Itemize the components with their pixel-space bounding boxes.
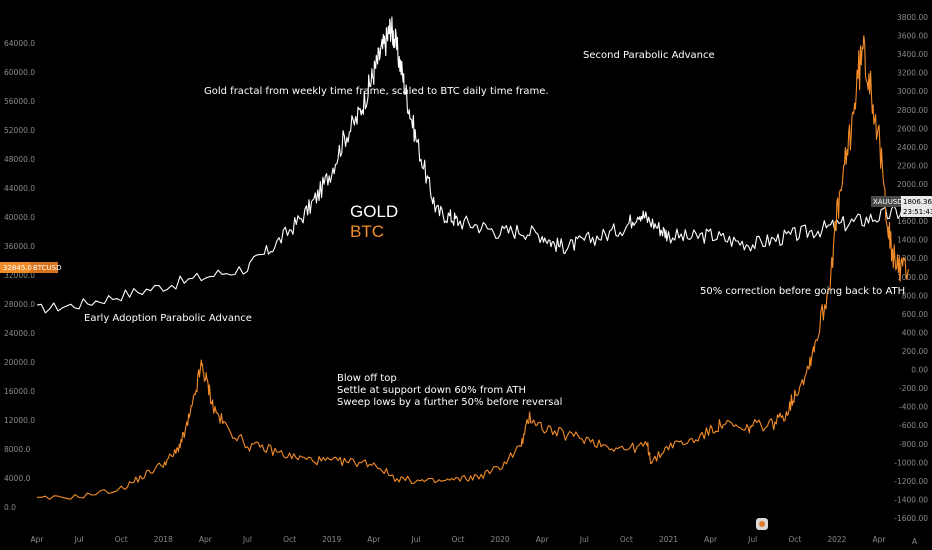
x-axis-tick-label: Apr xyxy=(536,535,550,544)
series-line-gold xyxy=(36,16,932,314)
right-axis-tick-label: 600.00 xyxy=(902,310,928,319)
annotation-early-adoption: Early Adoption Parabolic Advance xyxy=(84,313,252,324)
annotation-second-parabolic: Second Parabolic Advance xyxy=(583,50,715,61)
x-axis-tick-label: 2022 xyxy=(827,535,846,544)
gold-ticker-label: XAUUSD xyxy=(873,198,903,206)
gold-price-value: 1806.36 xyxy=(903,198,932,206)
right-axis-tick-label: -1000.00 xyxy=(894,458,928,467)
right-axis-tick-label: 2200.00 xyxy=(897,161,928,170)
right-axis-tick-label: 200.00 xyxy=(902,347,928,356)
x-axis-tick-label: 2020 xyxy=(491,535,510,544)
left-axis-tick-label: 8000.0 xyxy=(4,445,30,454)
right-axis-tick-label: -800.00 xyxy=(899,440,928,449)
x-axis-tick-label: Apr xyxy=(367,535,381,544)
time-axis[interactable]: Apr Jul Oct 2018 Apr Jul Oct 2019 Apr Jul Oct 2020 A… xyxy=(31,535,887,544)
right-axis-tick-label: 3200.00 xyxy=(897,69,928,78)
x-axis-tick-label: Jul xyxy=(747,535,757,544)
btc-price-label: BTCUSD xyxy=(33,264,62,272)
series-line-btc xyxy=(37,35,910,500)
left-axis-tick-label: 64000.0 xyxy=(4,39,35,48)
right-axis-tick-label: 3000.00 xyxy=(897,87,928,96)
tradingview-logo-icon[interactable] xyxy=(756,518,768,530)
left-axis-tick-label: 12000.0 xyxy=(4,416,35,425)
right-axis-tick-label: 1600.00 xyxy=(897,217,928,226)
left-axis-tick-label: 20000.0 xyxy=(4,358,35,367)
x-axis-tick-label: Apr xyxy=(704,535,718,544)
annotation-50-correction: 50% correction before going back to ATH xyxy=(700,286,905,297)
x-axis-tick-label: Oct xyxy=(115,535,128,544)
x-axis-tick-label: Oct xyxy=(452,535,465,544)
right-axis-tick-label: 2600.00 xyxy=(897,124,928,133)
gold-countdown: 23:51:43 xyxy=(903,208,932,216)
x-axis-tick-label: Jul xyxy=(74,535,84,544)
left-axis-tick-label: 44000.0 xyxy=(4,184,35,193)
left-price-axis[interactable]: 0.0 4000.0 8000.0 12000.0 16000.0 20000.0 2400… xyxy=(4,39,35,512)
left-axis-tick-label: 28000.0 xyxy=(4,300,35,309)
left-axis-tick-label: 60000.0 xyxy=(4,68,35,77)
annotation-sweep-lows: Sweep lows by a further 50% before rever… xyxy=(337,397,562,408)
left-axis-tick-label: 48000.0 xyxy=(4,155,35,164)
btc-price-badge: 32845.0 BTCUSD xyxy=(0,262,62,273)
right-axis-tick-label: 800.00 xyxy=(902,291,928,300)
right-axis-tick-label: 1000.00 xyxy=(897,273,928,282)
legend-btc: BTC xyxy=(350,222,384,241)
left-axis-tick-label: 36000.0 xyxy=(4,242,35,251)
right-axis-tick-label: -600.00 xyxy=(899,421,928,430)
gold-price-badge: XAUUSD 1806.36 23:51:43 xyxy=(871,196,932,217)
x-axis-tick-label: Jul xyxy=(410,535,420,544)
x-axis-tick-label: 2019 xyxy=(322,535,341,544)
series-layer xyxy=(36,16,932,500)
x-axis-tick-label: Apr xyxy=(31,535,45,544)
left-axis-tick-label: 56000.0 xyxy=(4,97,35,106)
right-axis-tick-label: -400.00 xyxy=(899,403,928,412)
right-axis-tick-label: 3400.00 xyxy=(897,50,928,59)
x-axis-tick-label: Jul xyxy=(242,535,252,544)
x-axis-tick-label: Oct xyxy=(620,535,633,544)
x-axis-tick-label: Apr xyxy=(873,535,887,544)
auto-scale-button[interactable]: A xyxy=(912,537,918,546)
right-axis-tick-label: 2400.00 xyxy=(897,143,928,152)
left-axis-tick-label: 0.0 xyxy=(4,503,16,512)
right-axis-tick-label: -1600.00 xyxy=(894,514,928,523)
left-axis-tick-label: 40000.0 xyxy=(4,213,35,222)
legend-gold: GOLD xyxy=(350,202,398,221)
annotation-fractal-note: Gold fractal from weekly time frame, sca… xyxy=(204,86,549,97)
right-axis-tick-label: -200.00 xyxy=(899,384,928,393)
x-axis-tick-label: Oct xyxy=(788,535,801,544)
left-axis-tick-label: 52000.0 xyxy=(4,126,35,135)
right-price-axis[interactable]: -1600.00 -1400.00 -1200.00 -1000.00 -800.00 -… xyxy=(894,13,928,523)
annotation-blow-off-top: Blow off top xyxy=(337,373,397,384)
right-axis-tick-label: -1400.00 xyxy=(894,495,928,504)
left-axis-tick-label: 16000.0 xyxy=(4,387,35,396)
right-axis-tick-label: 3600.00 xyxy=(897,32,928,41)
x-axis-tick-label: Oct xyxy=(283,535,296,544)
x-axis-tick-label: Jul xyxy=(579,535,589,544)
x-axis-tick-label: 2018 xyxy=(154,535,173,544)
x-axis-tick-label: Apr xyxy=(199,535,213,544)
right-axis-tick-label: 0.00 xyxy=(911,366,928,375)
right-axis-tick-label: 2800.00 xyxy=(897,106,928,115)
right-axis-tick-label: -1200.00 xyxy=(894,477,928,486)
x-axis-tick-label: 2021 xyxy=(659,535,678,544)
left-axis-tick-label: 24000.0 xyxy=(4,329,35,338)
right-axis-tick-label: 400.00 xyxy=(902,328,928,337)
right-axis-tick-label: 1200.00 xyxy=(897,254,928,263)
btc-price-value: 32845.0 xyxy=(3,264,32,272)
right-axis-tick-label: 2000.00 xyxy=(897,180,928,189)
right-axis-tick-label: 3800.00 xyxy=(897,13,928,22)
right-axis-tick-label: 1400.00 xyxy=(897,236,928,245)
annotation-settle-support: Settle at support down 60% from ATH xyxy=(337,385,526,396)
left-axis-tick-label: 4000.0 xyxy=(4,474,30,483)
left-axis-tick-label: 32000.0 xyxy=(4,271,35,280)
